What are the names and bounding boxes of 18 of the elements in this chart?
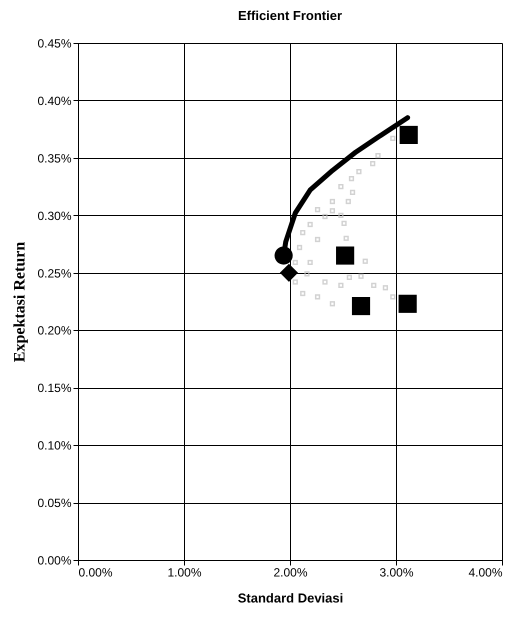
y-tick-label: 0.35% (37, 151, 72, 166)
y-tick-label: 0.10% (37, 438, 72, 453)
y-tick-label: 0.25% (37, 266, 72, 280)
y-tick-label: 0.45% (37, 36, 72, 50)
y-tick-label: 0.05% (37, 496, 72, 510)
x-tick-label: 0.00% (78, 566, 113, 580)
x-axis-title: Standard Deviasi (238, 590, 344, 606)
y-axis-title: Expektasi Return (11, 242, 28, 362)
y-tick-label: 0.15% (37, 381, 72, 396)
x-tick-label: 2.00% (273, 566, 308, 580)
x-tick-label: 4.00% (468, 566, 503, 580)
y-tick-label: 0.30% (37, 208, 72, 223)
y-tick-label: 0.20% (37, 324, 72, 338)
y-tick-label: 0.00% (37, 554, 72, 568)
chart-title: Efficient Frontier (238, 8, 342, 23)
x-tick-label: 3.00% (379, 566, 414, 580)
y-tick-label: 0.40% (37, 94, 72, 108)
x-tick-label: 1.00% (167, 566, 202, 580)
